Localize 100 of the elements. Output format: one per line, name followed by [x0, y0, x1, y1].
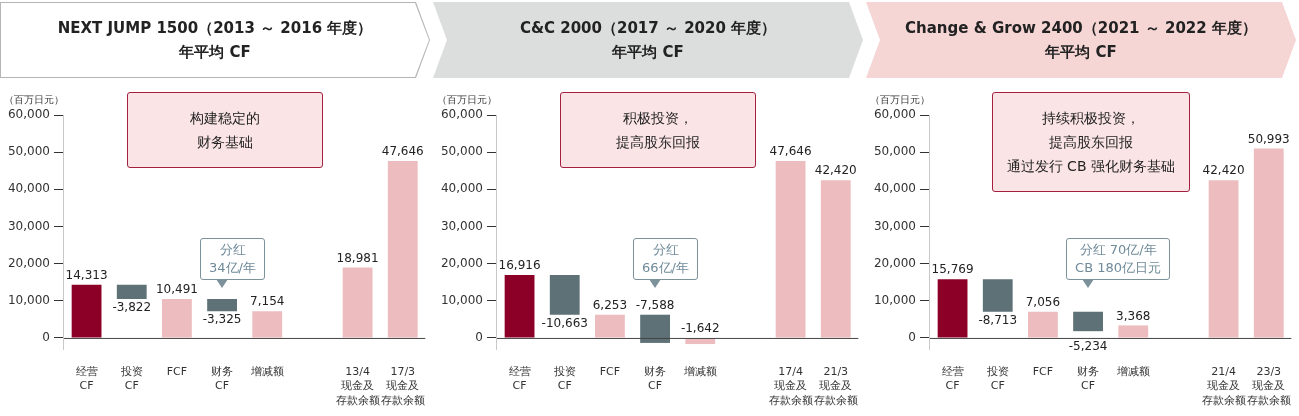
y-axis-title: （百万日元） — [870, 93, 930, 105]
data-label: 7,154 — [250, 294, 285, 309]
x-tick-label: 经营CF — [75, 365, 98, 393]
y-tick-label: 20,000 — [440, 255, 483, 270]
data-label: 42,420 — [814, 163, 857, 178]
y-tick-label: 40,000 — [873, 181, 916, 196]
annotation: 分红 34亿/年 — [200, 237, 265, 280]
x-tick-label: FCF — [1032, 365, 1054, 379]
data-label: -10,663 — [541, 315, 588, 330]
y-tick-label: 10,000 — [440, 292, 483, 307]
x-tick-label: 经营CF — [941, 365, 964, 393]
y-tick-label: 50,000 — [873, 144, 916, 159]
x-tick-label: 17/3现金及存款余额 — [380, 365, 425, 407]
annotation: 构建稳定的 — [189, 109, 260, 128]
bar — [1073, 311, 1103, 332]
bar — [982, 279, 1013, 312]
bar — [549, 275, 580, 315]
chart-title: NEXT JUMP 1500（2013 ～ 2016 年度） — [57, 18, 373, 39]
data-label: 3,368 — [1116, 308, 1151, 323]
x-tick-label: 财务CF — [211, 365, 234, 393]
data-label: -7,588 — [635, 297, 675, 312]
annotation: 提高股东回报 — [615, 133, 700, 152]
bar — [820, 180, 851, 338]
annotation: 持续积极投资， — [1040, 109, 1141, 128]
bar — [116, 284, 147, 299]
data-label: 6,253 — [592, 297, 628, 312]
y-tick-label: 40,000 — [440, 181, 483, 196]
x-tick-label: 17/4现金及存款余额 — [768, 365, 813, 407]
data-label: 14,313 — [65, 267, 108, 282]
annotation: 分红 70亿/年 CB 180亿日元 — [1066, 237, 1171, 280]
bar — [387, 160, 418, 338]
data-label: 47,646 — [769, 144, 812, 159]
x-tick-label: 21/3现金及存款余额 — [813, 365, 858, 407]
y-tick-label: 60,000 — [7, 107, 50, 122]
data-label: 50,993 — [1247, 131, 1290, 146]
bar — [685, 338, 716, 345]
data-label: -5,234 — [1068, 339, 1108, 354]
x-tick-label: FCF — [166, 365, 188, 379]
bar — [207, 298, 237, 312]
annotation: 财务基础 — [195, 133, 254, 152]
data-label: 18,981 — [336, 250, 379, 265]
bar — [71, 284, 102, 338]
y-tick-label: 50,000 — [7, 144, 50, 159]
x-tick-label: 财务CF — [1077, 365, 1100, 393]
chart-subtitle: 年平均 CF — [1045, 42, 1117, 63]
y-tick-label: 20,000 — [7, 255, 50, 270]
x-tick-label: 增减额 — [682, 365, 717, 379]
y-tick-label: 50,000 — [440, 144, 483, 159]
annotation: 分红 66亿/年 — [633, 237, 698, 280]
data-label: -3,822 — [112, 300, 152, 315]
bar — [162, 298, 192, 338]
x-tick-label: 增减额 — [249, 365, 284, 379]
data-label: -1,642 — [680, 321, 720, 336]
chart-subtitle: 年平均 CF — [179, 42, 251, 63]
bar — [595, 314, 625, 338]
y-tick-label: 30,000 — [440, 218, 483, 233]
y-tick-label: 0 — [908, 330, 916, 345]
bar — [1118, 325, 1149, 338]
data-label: -8,713 — [978, 312, 1018, 327]
x-tick-label: 投资CF — [119, 365, 143, 393]
data-label: 16,916 — [498, 258, 541, 273]
y-tick-label: 60,000 — [873, 107, 916, 122]
chart-title: C&C 2000（2017 ～ 2020 年度） — [519, 18, 777, 39]
x-tick-label: 21/4现金及存款余额 — [1201, 365, 1246, 407]
data-label: 7,056 — [1025, 294, 1061, 309]
y-tick-label: 30,000 — [873, 218, 916, 233]
annotation: 积极投资， — [621, 109, 694, 128]
x-tick-label: 增减额 — [1115, 365, 1150, 379]
x-tick-label: 23/3现金及存款余额 — [1246, 365, 1291, 407]
bar — [342, 267, 373, 338]
y-tick-label: 30,000 — [7, 218, 50, 233]
bar — [1253, 148, 1284, 338]
y-tick-label: 60,000 — [440, 107, 483, 122]
bar — [1208, 180, 1239, 338]
y-tick-label: 10,000 — [873, 292, 916, 307]
bar — [252, 311, 283, 338]
bar — [504, 275, 535, 338]
y-tick-label: 0 — [475, 330, 483, 345]
x-tick-label: FCF — [599, 365, 621, 379]
x-tick-label: 经营CF — [508, 365, 531, 393]
x-tick-label: 13/4现金及存款余额 — [335, 365, 380, 407]
data-label: 47,646 — [381, 144, 424, 159]
bar — [775, 160, 806, 338]
y-axis-title: （百万日元） — [437, 93, 497, 105]
y-tick-label: 0 — [42, 330, 50, 345]
y-axis-title: （百万日元） — [4, 93, 64, 105]
y-tick-label: 40,000 — [7, 181, 50, 196]
x-tick-label: 投资CF — [985, 365, 1009, 393]
data-label: 15,769 — [931, 262, 974, 277]
bar — [640, 314, 670, 343]
chart-subtitle: 年平均 CF — [612, 42, 684, 63]
x-tick-label: 财务CF — [644, 365, 667, 393]
y-tick-label: 20,000 — [873, 255, 916, 270]
data-label: -3,325 — [202, 312, 242, 327]
annotation: 提高股东回报 — [1047, 133, 1134, 152]
annotation: 通过发行 CB 强化财务基础 — [1006, 157, 1175, 176]
data-label: 42,420 — [1202, 163, 1245, 178]
data-label: 10,491 — [155, 282, 198, 297]
y-tick-label: 10,000 — [7, 292, 50, 307]
x-tick-label: 投资CF — [552, 365, 576, 393]
